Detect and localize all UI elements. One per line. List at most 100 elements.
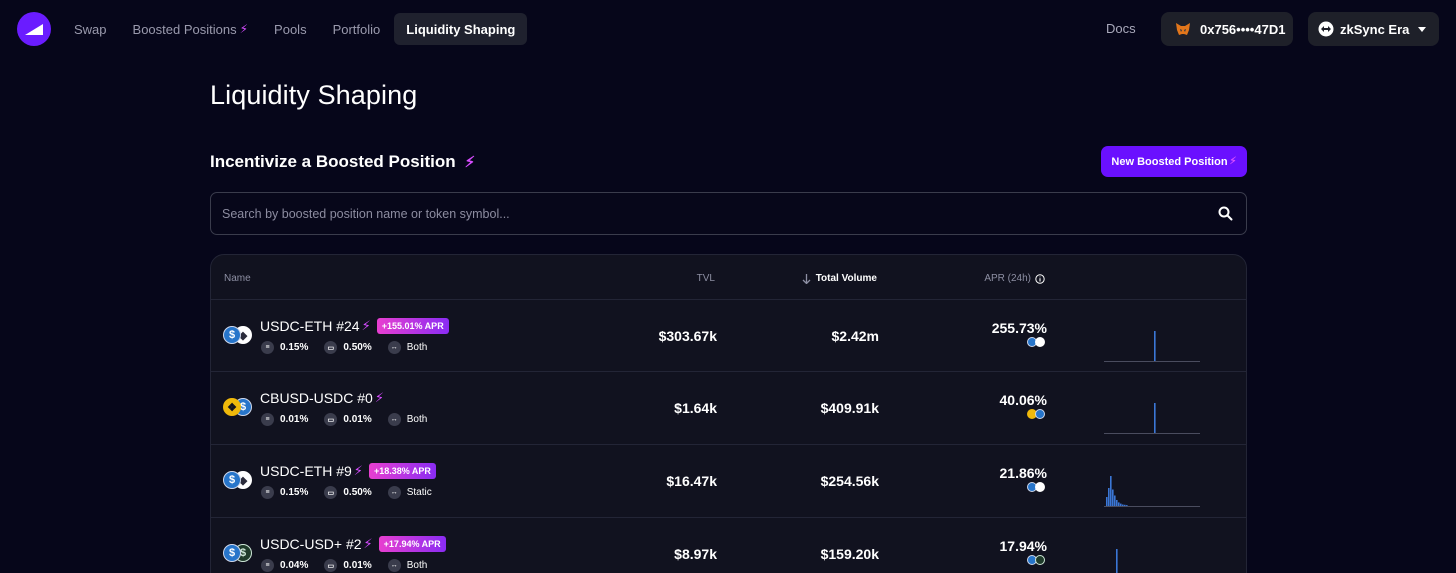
position-meta: ≡ 0.15% ▭ 0.50% ↔ Both [261,341,427,354]
nav-item-boosted-positions[interactable]: Boosted Positions ⚡︎ [121,13,261,45]
liquidity-distribution-chart [1104,331,1200,362]
apr-boost-badge: +17.94% APR [378,536,446,552]
apr-boost-badge: +18.38% APR [368,463,436,479]
network-label: zkSync Era [1340,21,1410,37]
liquidity-distribution-chart [1116,549,1118,573]
column-header-label: Total Volume [815,273,877,284]
reward-token-icons [1027,555,1047,565]
apr-value: 255.73% [991,320,1047,336]
liquidity-bar [1124,504,1126,506]
position-mode: Both [406,560,428,571]
column-header-tvl[interactable]: TVL [696,273,715,284]
liquidity-distribution-chart [1104,403,1200,434]
metamask-fox-icon [1176,22,1190,35]
fee-tier: 0.04% [280,560,309,571]
mode-icon: ↔ [387,341,401,354]
range-width: 0.01% [343,560,372,571]
column-header-apr[interactable]: APR (24h) [984,273,1045,284]
liquidity-bar [1116,549,1118,573]
range-width-icon: ▭ [324,341,338,354]
position-name-text: USDC-USD+ #2 [260,536,362,552]
usdc-reward-icon [1035,409,1045,419]
token-pair-icons: $ ◆ [223,471,259,491]
position-mode: Both [406,414,428,425]
mode-icon: ↔ [387,486,401,499]
reward-token-icons [1027,409,1047,419]
position-name: USDC-ETH #24 ⚡︎ +155.01% APR [260,318,449,334]
bolt-icon: ⚡︎ [374,390,384,405]
usdc-token-icon: $ [223,544,241,562]
table-row[interactable]: $ $ USDC-USD+ #2 ⚡︎ +17.94% APR ≡ 0.04% ▭ 0.01% ↔… [211,517,1246,573]
reward-token-icons [1027,337,1047,347]
liquidity-bar [1120,503,1122,506]
position-name: CBUSD-USDC #0 ⚡︎ [260,390,384,406]
nav-label: Pools [274,21,307,37]
nav-item-swap[interactable]: Swap [62,13,119,45]
column-header-total-volume[interactable]: Total Volume [802,273,877,284]
token-pair-icons: $ ◆ [223,326,259,346]
nav-item-liquidity-shaping[interactable]: Liquidity Shaping [394,13,528,45]
new-boosted-position-button[interactable]: New Boosted Position ⚡︎ [1101,146,1247,177]
nav-item-pools[interactable]: Pools [262,13,319,45]
nav-item-portfolio[interactable]: Portfolio [321,13,393,45]
fee-tier: 0.15% [280,342,309,353]
search-icon[interactable] [1218,206,1233,221]
usdc-token-icon: $ [223,326,241,344]
liquidity-bar [1154,331,1156,361]
bolt-icon: ⚡︎ [464,154,476,171]
position-meta: ≡ 0.15% ▭ 0.50% ↔ Static [261,486,432,499]
apr-boost-badge: +155.01% APR [376,318,449,334]
position-name-text: USDC-ETH #24 [260,318,360,334]
nav-label: Boosted Positions [132,21,237,37]
page-title: Liquidity Shaping [210,80,418,110]
token-pair-icons: ❖ $ [223,398,259,418]
liquidity-bar [1108,488,1110,506]
range-width-icon: ▭ [324,486,338,499]
bolt-icon: ⚡︎ [239,22,249,36]
mode-icon: ↔ [387,559,401,572]
liquidity-bar [1118,502,1120,506]
token-pair-icons: $ $ [223,544,259,564]
range-width: 0.01% [343,414,372,425]
position-name-text: USDC-ETH #9 [260,463,352,479]
nav-label: Swap [74,21,107,37]
table-row[interactable]: ❖ $ CBUSD-USDC #0 ⚡︎ ≡ 0.01% ▭ 0.01% ↔ Both $1.64k… [211,371,1246,444]
position-name: USDC-USD+ #2 ⚡︎ +17.94% APR [260,536,446,552]
column-header-label: APR (24h) [984,273,1031,284]
apr-value: 21.86% [999,465,1047,481]
table-row[interactable]: $ ◆ USDC-ETH #9 ⚡︎ +18.38% APR ≡ 0.15% ▭ 0.50% ↔ S… [211,444,1246,517]
wallet-address: 0x756••••47D1 [1200,21,1286,37]
fee-tier-icon: ≡ [261,559,274,572]
position-mode: Both [406,342,428,353]
wallet-button[interactable]: 0x756••••47D1 [1161,12,1293,46]
logo-mark-icon [25,24,43,35]
boosted-positions-table: Name TVL Total Volume APR (24h) $ ◆ USDC-E… [210,254,1247,573]
position-meta: ≡ 0.04% ▭ 0.01% ↔ Both [261,559,427,572]
liquidity-bar [1126,505,1128,506]
volume-value: $409.91k [820,400,879,416]
section-title-text: Incentivize a Boosted Position [210,152,456,171]
network-selector[interactable]: zkSync Era [1308,12,1439,46]
column-header-name[interactable]: Name [224,273,251,284]
volume-value: $159.20k [820,546,879,562]
table-row[interactable]: $ ◆ USDC-ETH #24 ⚡︎ +155.01% APR ≡ 0.15% ▭ 0.50%… [211,299,1246,372]
position-name: USDC-ETH #9 ⚡︎ +18.38% APR [260,463,436,479]
bolt-icon: ⚡︎ [353,463,363,478]
liquidity-bar [1112,489,1114,506]
docs-link[interactable]: Docs [1106,21,1136,36]
liquidity-bar [1110,476,1112,506]
bolt-icon: ⚡︎ [363,536,373,551]
info-icon[interactable] [1035,273,1045,284]
position-meta: ≡ 0.01% ▭ 0.01% ↔ Both [261,413,427,426]
apr-value: 40.06% [999,392,1047,408]
search-input[interactable] [211,193,1246,234]
usdc-token-icon: $ [223,471,241,489]
range-width: 0.50% [343,487,372,498]
mode-icon: ↔ [387,413,401,426]
tvl-value: $16.47k [666,473,717,489]
app-logo[interactable] [17,12,51,46]
fee-tier: 0.15% [280,487,309,498]
liquidity-bar [1114,495,1116,506]
chevron-down-icon [1418,27,1426,32]
nav-label: Liquidity Shaping [406,21,516,37]
